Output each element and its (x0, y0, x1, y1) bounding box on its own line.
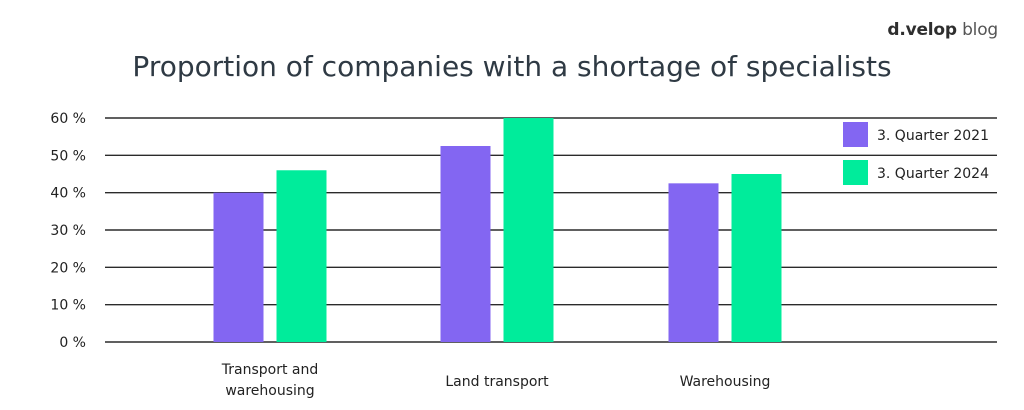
y-tick-label: 60 % (50, 111, 86, 127)
y-tick-label: 10 % (50, 298, 86, 314)
y-tick-label: 0 % (59, 335, 86, 351)
brand-logo: d.velop blog (887, 20, 998, 40)
y-tick-label: 40 % (50, 186, 86, 202)
brand-name: d.velop (887, 20, 957, 40)
legend: 3. Quarter 2021 3. Quarter 2024 (843, 122, 989, 185)
bar (731, 174, 782, 342)
legend-label: 3. Quarter 2021 (877, 128, 989, 144)
chart-title: Proportion of companies with a shortage … (132, 50, 892, 83)
y-tick-label: 20 % (50, 260, 86, 276)
legend-swatch (843, 122, 868, 147)
bar (503, 118, 554, 342)
y-tick-label: 50 % (50, 148, 86, 164)
legend-label: 3. Quarter 2024 (877, 166, 989, 182)
x-tick-label: Transport and warehousing (221, 362, 318, 399)
brand-suffix: blog (962, 20, 998, 40)
y-axis-ticks: 0 % 10 % 20 % 30 % 40 % 50 % 60 % (50, 111, 86, 351)
x-axis-categories: Transport and warehousing Land transport Wa… (221, 362, 771, 399)
x-tick-label: Land transport (445, 374, 549, 390)
bar (440, 146, 491, 342)
bar (668, 183, 719, 342)
x-tick-label: Warehousing (680, 374, 771, 390)
y-tick-label: 30 % (50, 223, 86, 239)
bar (276, 170, 327, 342)
bar (213, 192, 264, 342)
bars (213, 118, 782, 342)
legend-swatch (843, 160, 868, 185)
